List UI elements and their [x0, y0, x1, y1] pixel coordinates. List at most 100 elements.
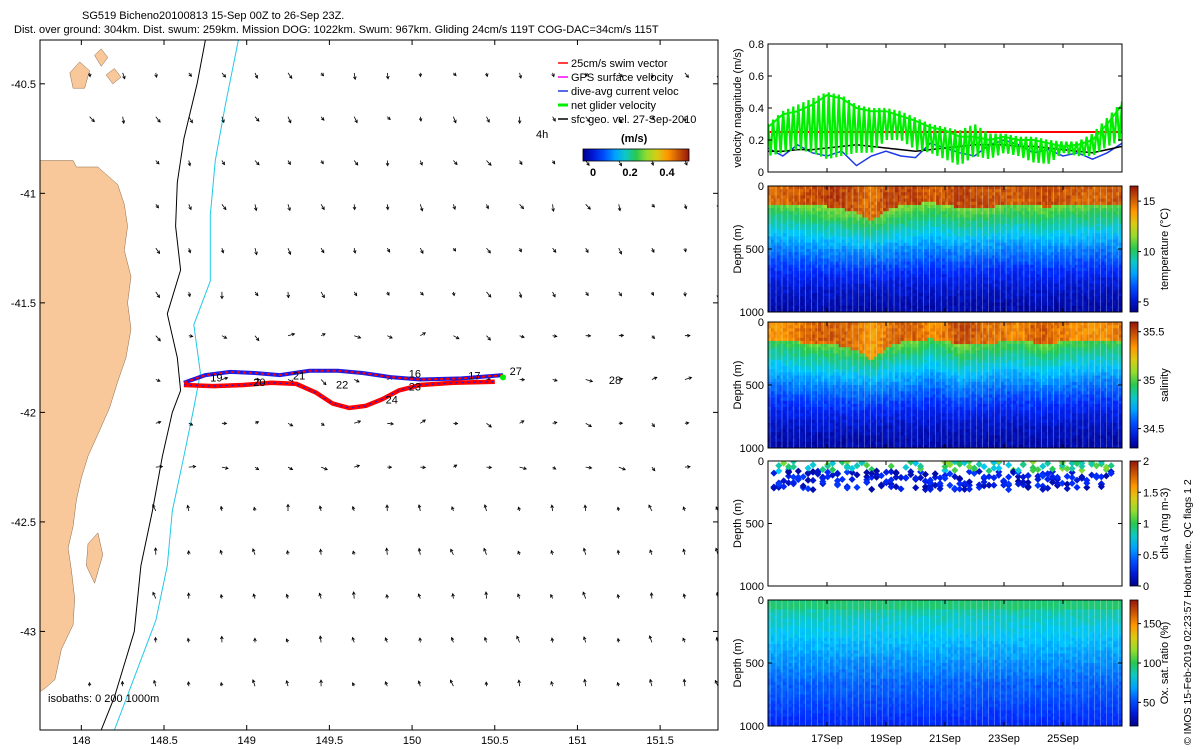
heatmap-cell: [1077, 305, 1082, 310]
heatmap-cell: [779, 239, 784, 244]
heatmap-cell: [891, 211, 896, 215]
geo-vector-head: [254, 292, 259, 297]
heatmap-cell: [835, 223, 840, 228]
heatmap-cell: [856, 217, 860, 222]
heatmap-cell: [918, 239, 922, 244]
heatmap-cell: [868, 255, 872, 259]
heatmap-cell: [968, 286, 972, 291]
heatmap-cell: [1054, 220, 1058, 225]
heatmap-cell: [779, 201, 784, 206]
heatmap-cell: [1030, 186, 1034, 190]
heatmap-cell: [829, 264, 834, 269]
heatmap-cell: [891, 255, 896, 259]
geo-vector: [717, 422, 718, 424]
heatmap-cell: [821, 217, 825, 222]
heatmap-cell: [779, 236, 784, 240]
heatmap-cell: [921, 233, 925, 237]
heatmap-cell: [809, 192, 813, 196]
heatmap-cell: [776, 286, 781, 291]
heatmap-cell: [974, 264, 978, 269]
heatmap-cell: [818, 236, 822, 240]
end-marker: [500, 374, 507, 381]
heatmap-cell: [874, 296, 878, 300]
heatmap-cell: [821, 296, 825, 300]
heatmap-cell: [924, 220, 928, 225]
heatmap-cell: [806, 308, 810, 312]
heatmap-cell: [794, 208, 798, 212]
heatmap-cell: [1012, 255, 1017, 259]
heatmap-cell: [856, 249, 860, 253]
geo-vector: [684, 377, 692, 380]
heatmap-cell: [983, 220, 987, 225]
heatmap-cell: [1006, 261, 1011, 266]
heatmap-cell: [883, 289, 887, 294]
heatmap-cell: [874, 252, 878, 256]
heatmap-cell: [1015, 192, 1020, 196]
heatmap-cell: [1036, 239, 1040, 244]
heatmap-cell: [773, 277, 778, 281]
heatmap-cell: [797, 277, 801, 281]
heatmap-cell: [894, 296, 899, 300]
heatmap-cell: [989, 192, 993, 196]
geo-vector-head: [253, 207, 258, 212]
heatmap-cell: [930, 289, 934, 294]
heatmap-cell: [924, 283, 928, 288]
heatmap-cell: [897, 192, 902, 196]
heatmap-cell: [1060, 214, 1064, 218]
heatmap-cell: [977, 296, 981, 300]
heatmap-cell: [945, 302, 949, 307]
heatmap-cell: [850, 305, 854, 310]
heatmap-cell: [844, 223, 849, 228]
heatmap-cell: [897, 305, 902, 310]
heatmap-cell: [1018, 214, 1023, 218]
heatmap-cell: [1071, 204, 1076, 209]
heatmap-cell: [927, 186, 931, 190]
heatmap-cell: [868, 283, 872, 288]
heatmap-cell: [968, 214, 972, 218]
heatmap-cell: [927, 258, 931, 262]
heatmap-cell: [930, 239, 934, 244]
heatmap-cell: [847, 242, 851, 247]
heatmap-cell: [1048, 289, 1052, 294]
heatmap-cell: [1071, 198, 1076, 203]
heatmap-cell: [924, 289, 928, 294]
heatmap-cell: [788, 302, 792, 307]
heatmap-cell: [977, 204, 981, 209]
heatmap-cell: [950, 249, 955, 253]
heatmap-cell: [930, 245, 934, 250]
heatmap-cell: [891, 233, 896, 237]
heatmap-cell: [962, 214, 967, 218]
heatmap-cell: [1012, 220, 1017, 225]
heatmap-cell: [829, 236, 834, 240]
heatmap-cell: [818, 230, 822, 234]
geo-vector-head: [352, 682, 356, 686]
heatmap-cell: [770, 223, 775, 228]
heatmap-cell: [1051, 258, 1055, 262]
heatmap-cell: [841, 208, 846, 212]
heatmap-cell: [992, 186, 996, 190]
heatmap-cell: [818, 289, 822, 294]
heatmap-cell: [785, 186, 790, 190]
heatmap-cell: [1071, 192, 1076, 196]
heatmap-cell: [1057, 302, 1061, 307]
heatmap-cell: [809, 208, 813, 212]
heatmap-cell: [924, 245, 928, 250]
heatmap-cell: [874, 274, 878, 278]
heatmap-cell: [1071, 277, 1076, 281]
heatmap-cell: [1063, 195, 1067, 199]
heatmap-cell: [1006, 280, 1011, 285]
heatmap-cell: [832, 192, 837, 196]
heatmap-cell: [803, 277, 807, 281]
heatmap-cell: [1042, 299, 1046, 303]
heatmap-cell: [977, 214, 981, 218]
heatmap-cell: [1065, 274, 1070, 278]
heatmap-cell: [888, 258, 893, 262]
geo-vector-head: [152, 503, 156, 508]
heatmap-cell: [1071, 249, 1076, 253]
heatmap-cell: [829, 286, 834, 291]
heatmap-cell: [1080, 201, 1085, 206]
heatmap-cell: [903, 308, 908, 312]
heatmap-cell: [1045, 296, 1049, 300]
heatmap-cell: [894, 192, 899, 196]
heatmap-cell: [877, 289, 881, 294]
